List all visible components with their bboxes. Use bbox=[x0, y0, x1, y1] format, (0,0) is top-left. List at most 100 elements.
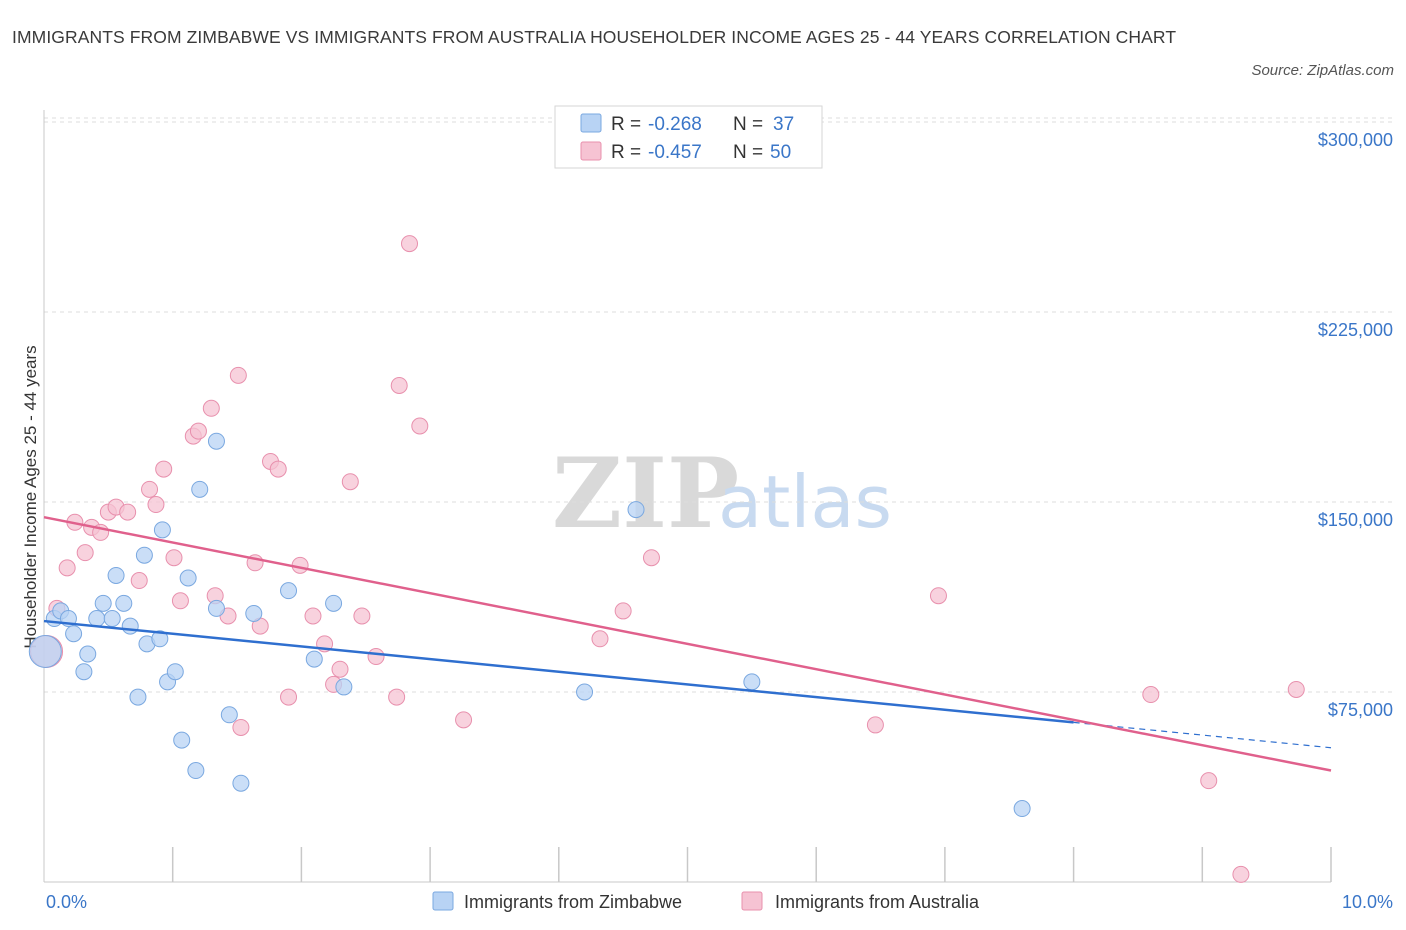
australia-point bbox=[866, 716, 884, 734]
zimbabwe-point bbox=[1013, 800, 1031, 818]
zimbabwe-point bbox=[335, 678, 353, 696]
zimbabwe-point bbox=[121, 617, 139, 635]
australia-point bbox=[388, 688, 406, 706]
y-tick-label: $75,000 bbox=[1328, 700, 1393, 720]
australia-point bbox=[202, 399, 220, 417]
australia-point bbox=[591, 630, 609, 648]
y-axis-label: Householder Income Ages 25 - 44 years bbox=[21, 345, 40, 648]
legend-r-value-australia: -0.457 bbox=[648, 142, 702, 163]
zimbabwe-point bbox=[103, 610, 121, 628]
zimbabwe-point bbox=[207, 432, 225, 450]
bottom-legend-label-australia: Immigrants from Australia bbox=[775, 892, 980, 912]
legend-n-label-australia: N = bbox=[733, 142, 763, 163]
zimbabwe-point bbox=[220, 706, 238, 724]
bottom-legend-swatch-australia bbox=[741, 891, 763, 911]
zimbabwe-point bbox=[28, 634, 62, 668]
legend-n-value-australia: 50 bbox=[770, 142, 791, 163]
zimbabwe-point bbox=[232, 774, 250, 792]
y-tick-label: $300,000 bbox=[1318, 130, 1393, 150]
y-tick-label: $225,000 bbox=[1318, 320, 1393, 340]
zimbabwe-point bbox=[280, 582, 298, 600]
legend-swatch-australia bbox=[580, 141, 602, 161]
zimbabwe-point bbox=[627, 501, 645, 519]
australia-point bbox=[1200, 772, 1218, 790]
zimbabwe-point bbox=[65, 625, 83, 643]
zimbabwe-point bbox=[151, 630, 169, 648]
zimbabwe-point bbox=[94, 594, 112, 612]
zimbabwe-point bbox=[576, 683, 594, 701]
australia-point bbox=[614, 602, 632, 620]
zimbabwe-point bbox=[187, 762, 205, 780]
australia-point bbox=[141, 480, 159, 498]
legend-n-value-zimbabwe: 37 bbox=[773, 114, 794, 135]
australia-point bbox=[269, 460, 287, 478]
watermark-zip: ZIP bbox=[552, 437, 739, 550]
australia-point bbox=[229, 366, 247, 384]
australia-point bbox=[390, 376, 408, 394]
australia-point bbox=[58, 559, 76, 577]
australia-point bbox=[155, 460, 173, 478]
top-legend: R = -0.268 N = 37 R = -0.457 N = 50 bbox=[554, 105, 823, 169]
zimbabwe-point bbox=[107, 566, 125, 584]
bottom-legend-label-zimbabwe: Immigrants from Zimbabwe bbox=[464, 892, 682, 912]
trend-lines bbox=[43, 515, 1332, 772]
trend-line-australia bbox=[43, 515, 1332, 772]
zimbabwe-point bbox=[325, 594, 343, 612]
chart-title: IMMIGRANTS FROM ZIMBABWE VS IMMIGRANTS F… bbox=[12, 27, 1177, 47]
bottom-legend: Immigrants from Zimbabwe Immigrants from… bbox=[432, 891, 980, 912]
legend-r-label-australia: R = bbox=[611, 142, 641, 163]
y-tick-label: $150,000 bbox=[1318, 510, 1393, 530]
australia-point bbox=[367, 648, 385, 666]
y-tick-labels: $75,000 $150,000 $225,000 $300,000 bbox=[1318, 130, 1393, 720]
australia-point bbox=[130, 572, 148, 590]
legend-r-label-zimbabwe: R = bbox=[611, 114, 641, 135]
zimbabwe-point bbox=[135, 546, 153, 564]
trend-line-zimbabwe bbox=[43, 619, 1074, 724]
zimbabwe-point bbox=[153, 521, 171, 539]
zimbabwe-point bbox=[207, 599, 225, 617]
zimbabwe-point bbox=[115, 594, 133, 612]
gridlines bbox=[44, 117, 1393, 693]
zimbabwe-point bbox=[245, 604, 263, 622]
australia-point bbox=[929, 587, 947, 605]
zimbabwe-point bbox=[88, 610, 106, 628]
zimbabwe-point bbox=[79, 645, 97, 663]
australia-point bbox=[642, 549, 660, 567]
australia-point bbox=[232, 718, 250, 736]
australia-point bbox=[411, 417, 429, 435]
australia-point bbox=[171, 592, 189, 610]
australia-point bbox=[76, 544, 94, 562]
australia-point bbox=[1287, 680, 1305, 698]
australia-point bbox=[401, 235, 419, 253]
zimbabwe-point bbox=[191, 480, 209, 498]
zimbabwe-point bbox=[305, 650, 323, 668]
x-tick-label-max: 10.0% bbox=[1342, 892, 1393, 912]
zimbabwe-point bbox=[743, 673, 761, 691]
zimbabwe-point bbox=[179, 569, 197, 587]
australia-point bbox=[280, 688, 298, 706]
x-tick-label-min: 0.0% bbox=[46, 892, 87, 912]
australia-point bbox=[353, 607, 371, 625]
legend-r-value-zimbabwe: -0.268 bbox=[648, 114, 702, 135]
australia-point bbox=[165, 549, 183, 567]
australia-point bbox=[341, 473, 359, 491]
scatter-points bbox=[28, 235, 1305, 883]
australia-point bbox=[189, 422, 207, 440]
x-ticks bbox=[171, 847, 1332, 882]
australia-point bbox=[1142, 686, 1160, 704]
zimbabwe-point bbox=[166, 663, 184, 681]
zimbabwe-point bbox=[129, 688, 147, 706]
australia-point bbox=[147, 496, 165, 514]
bottom-legend-swatch-zimbabwe bbox=[432, 891, 454, 911]
australia-point bbox=[119, 503, 137, 521]
legend-swatch-zimbabwe bbox=[580, 113, 602, 133]
australia-point bbox=[455, 711, 473, 729]
source-label: Source: ZipAtlas.com bbox=[1251, 62, 1394, 79]
australia-point bbox=[1232, 865, 1250, 883]
zimbabwe-point bbox=[173, 731, 191, 749]
legend-n-label-zimbabwe: N = bbox=[733, 114, 763, 135]
australia-point bbox=[304, 607, 322, 625]
zimbabwe-point bbox=[75, 663, 93, 681]
australia-point bbox=[331, 660, 349, 678]
